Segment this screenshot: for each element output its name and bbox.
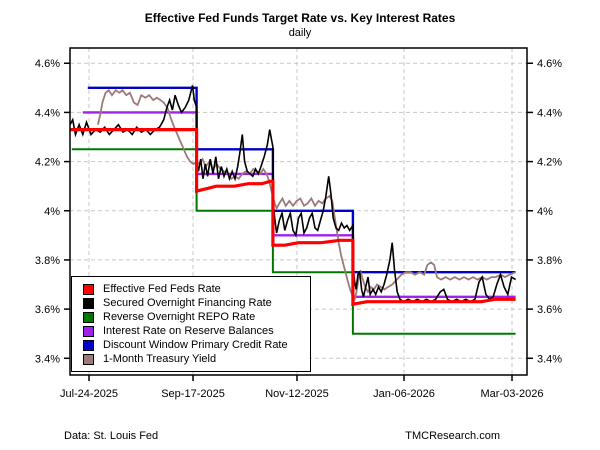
legend-box: Effective Fed Feds Rate Secured Overnight… — [71, 276, 311, 372]
series-line-6 — [97, 89, 516, 302]
legend-label: Secured Overnight Financing Rate — [103, 297, 272, 309]
legend-item: Interest Rate on Reserve Balances — [83, 324, 304, 338]
legend-swatch — [83, 339, 94, 351]
series-line-2 — [69, 85, 517, 303]
y-tick-label-left: 4.4% — [35, 107, 60, 119]
footer-website: TMCResearch.com — [405, 430, 500, 442]
legend-item: 1-Month Treasury Yield — [83, 352, 304, 366]
y-tick-label-right: 3.8% — [537, 255, 562, 267]
x-tick-label: Nov-12-2025 — [265, 388, 329, 400]
series-line-1 — [70, 128, 516, 307]
legend-item: Discount Window Primary Credit Rate — [83, 338, 304, 352]
legend-swatch — [83, 297, 94, 309]
y-tick-label-left: 3.6% — [35, 304, 60, 316]
legend-item: Effective Fed Feds Rate — [83, 282, 304, 296]
y-tick-label-left: 3.8% — [35, 255, 60, 267]
legend-label: Discount Window Primary Credit Rate — [103, 339, 288, 351]
y-tick-label-right: 4% — [537, 206, 553, 218]
legend-item: Secured Overnight Financing Rate — [83, 296, 304, 310]
chart-subtitle: daily — [288, 27, 312, 39]
y-tick-label-right: 3.6% — [537, 304, 562, 316]
x-tick-label: Jan-06-2026 — [373, 388, 435, 400]
y-tick-label-left: 4.6% — [35, 58, 60, 70]
y-tick-label-right: 4.4% — [537, 107, 562, 119]
series-line-4 — [82, 111, 516, 298]
legend-label: Interest Rate on Reserve Balances — [103, 325, 274, 337]
footer-source: Data: St. Louis Fed — [64, 430, 159, 442]
legend-label: Effective Fed Feds Rate — [103, 283, 221, 295]
legend-label: 1-Month Treasury Yield — [103, 353, 217, 365]
x-tick-label: Jul-24-2025 — [60, 388, 118, 400]
legend-item: Reverse Overnight REPO Rate — [83, 310, 304, 324]
legend-swatch — [83, 353, 94, 365]
x-tick-label: Sep-17-2025 — [161, 388, 225, 400]
x-tick-label: Mar-03-2026 — [481, 388, 544, 400]
legend-swatch — [83, 283, 94, 295]
y-tick-label-right: 3.4% — [537, 353, 562, 365]
legend-swatch — [83, 325, 94, 337]
y-tick-label-left: 4% — [44, 206, 60, 218]
legend-swatch — [83, 311, 94, 323]
y-tick-label-left: 3.4% — [35, 353, 60, 365]
legend-label: Reverse Overnight REPO Rate — [103, 311, 256, 323]
y-tick-label-right: 4.2% — [537, 157, 562, 169]
y-tick-label-left: 4.2% — [35, 157, 60, 169]
y-tick-label-right: 4.6% — [537, 58, 562, 70]
series-line-5 — [87, 86, 516, 274]
chart-title: Effective Fed Funds Target Rate vs. Key … — [144, 11, 456, 25]
